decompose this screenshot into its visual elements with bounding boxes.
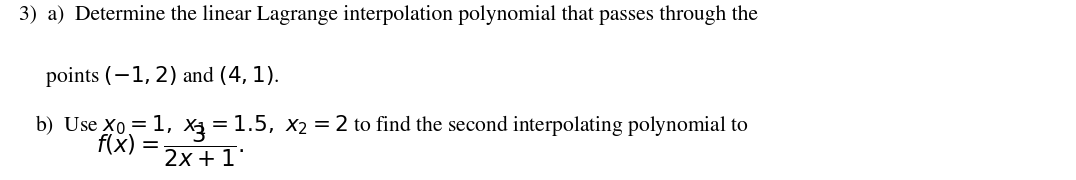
- Text: points $(-1, 2)$ and $(4, 1)$.: points $(-1, 2)$ and $(4, 1)$.: [19, 64, 280, 89]
- Text: 3)  a)  Determine the linear Lagrange interpolation polynomial that passes throu: 3) a) Determine the linear Lagrange inte…: [19, 5, 759, 25]
- Text: $f(x) = \dfrac{3}{2x+1}.$: $f(x) = \dfrac{3}{2x+1}.$: [62, 124, 244, 169]
- Text: b)  Use $x_0 = 1,\ x_1 = 1.5,\ x_2 = 2$ to find the second interpolating polynom: b) Use $x_0 = 1,\ x_1 = 1.5,\ x_2 = 2$ t…: [19, 113, 749, 138]
